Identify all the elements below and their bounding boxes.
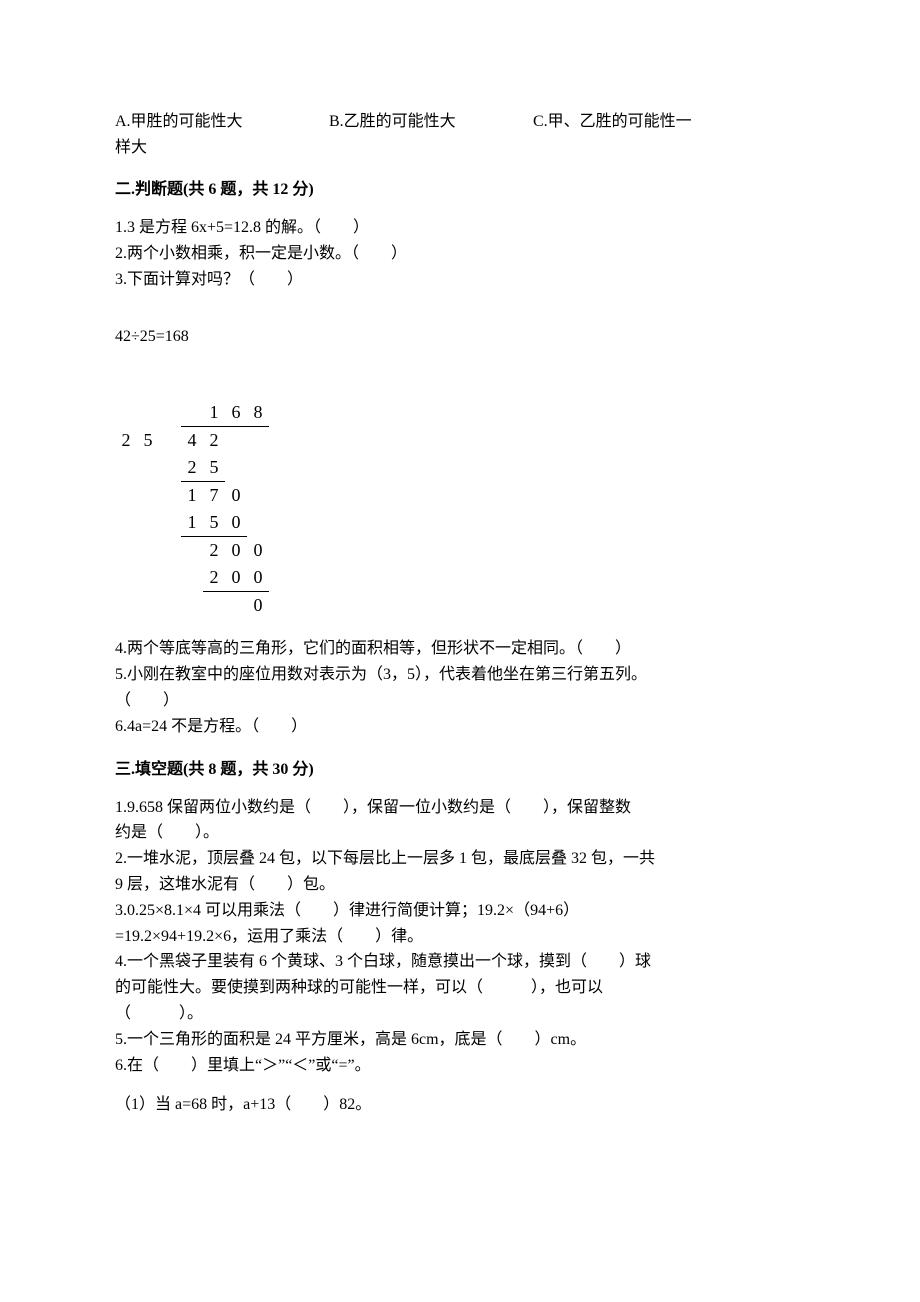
- ld-row-sub3: 2 0 0: [115, 564, 269, 592]
- ld-row-sub1: 2 5: [115, 454, 269, 482]
- section-2-header: 二.判断题(共 6 题，共 12 分): [115, 178, 805, 202]
- option-c-line1: C.甲、乙胜的可能性一: [533, 110, 692, 134]
- s3-q4-line3: （ ）。: [115, 1002, 805, 1027]
- option-a: A.甲胜的可能性大: [115, 110, 325, 134]
- s2-q6: 6.4a=24 不是方程。（ ）: [115, 715, 805, 740]
- section-3-header: 三.填空题(共 8 题，共 30 分): [115, 758, 805, 782]
- s2-q5-line2: （ ）: [115, 689, 805, 714]
- s2-q1: 1.3 是方程 6x+5=12.8 的解。（ ）: [115, 216, 805, 241]
- ld-row-bring2: 2 0 0: [115, 537, 269, 565]
- s3-q6-sub1: （1）当 a=68 时，a+13（ ）82。: [115, 1093, 805, 1118]
- s3-q1-line2: 约是（ ）。: [115, 821, 805, 846]
- s2-q5-line1: 5.小刚在教室中的座位用数对表示为（3，5），代表着他坐在第三行第五列。: [115, 663, 805, 688]
- s3-q2-line2: 9 层，这堆水泥有（ ）包。: [115, 873, 805, 898]
- s2-q4: 4.两个等底等高的三角形，它们的面积相等，但形状不一定相同。（ ）: [115, 637, 805, 662]
- ld-row-quotient: 1 6 8: [115, 399, 269, 427]
- long-division-figure: 1 6 8 2 5 4 2 2 5 1 7 0: [115, 399, 805, 619]
- s3-q4-line1: 4.一个黑袋子里装有 6 个黄球、3 个白球，随意摸出一个球，摸到（ ）球: [115, 950, 805, 975]
- s3-q3-line2: =19.2×94+19.2×6，运用了乘法（ ）律。: [115, 925, 805, 950]
- option-b: B.乙胜的可能性大: [329, 110, 529, 134]
- s3-q4-line2: 的可能性大。要使摸到两种球的可能性一样，可以（ ），也可以: [115, 976, 805, 1001]
- ld-row-dividend: 2 5 4 2: [115, 427, 269, 455]
- ld-row-bring1: 1 7 0: [115, 482, 269, 510]
- s2-q2: 2.两个小数相乘，积一定是小数。（ ）: [115, 242, 805, 267]
- ld-row-remainder: 0: [115, 592, 269, 620]
- s3-q6: 6.在（ ）里填上“＞”“＜”或“=”。: [115, 1054, 805, 1079]
- option-c-line2: 样大: [115, 136, 805, 160]
- ld-row-sub2: 1 5 0: [115, 509, 269, 537]
- s2-q3: 3.下面计算对吗？（ ）: [115, 268, 805, 293]
- long-division-table: 1 6 8 2 5 4 2 2 5 1 7 0: [115, 399, 269, 619]
- s2-equation: 42÷25=168: [115, 325, 805, 349]
- s3-q2-line1: 2.一堆水泥，顶层叠 24 包，以下每层比上一层多 1 包，最底层叠 32 包，…: [115, 847, 805, 872]
- s3-q3-line1: 3.0.25×8.1×4 可以用乘法（ ）律进行简便计算；19.2×（94+6）: [115, 899, 805, 924]
- s3-q5: 5.一个三角形的面积是 24 平方厘米，高是 6cm，底是（ ）cm。: [115, 1028, 805, 1053]
- mc-option-row: A.甲胜的可能性大 B.乙胜的可能性大 C.甲、乙胜的可能性一: [115, 110, 805, 134]
- s3-q1-line1: 1.9.658 保留两位小数约是（ ），保留一位小数约是（ ），保留整数: [115, 796, 805, 821]
